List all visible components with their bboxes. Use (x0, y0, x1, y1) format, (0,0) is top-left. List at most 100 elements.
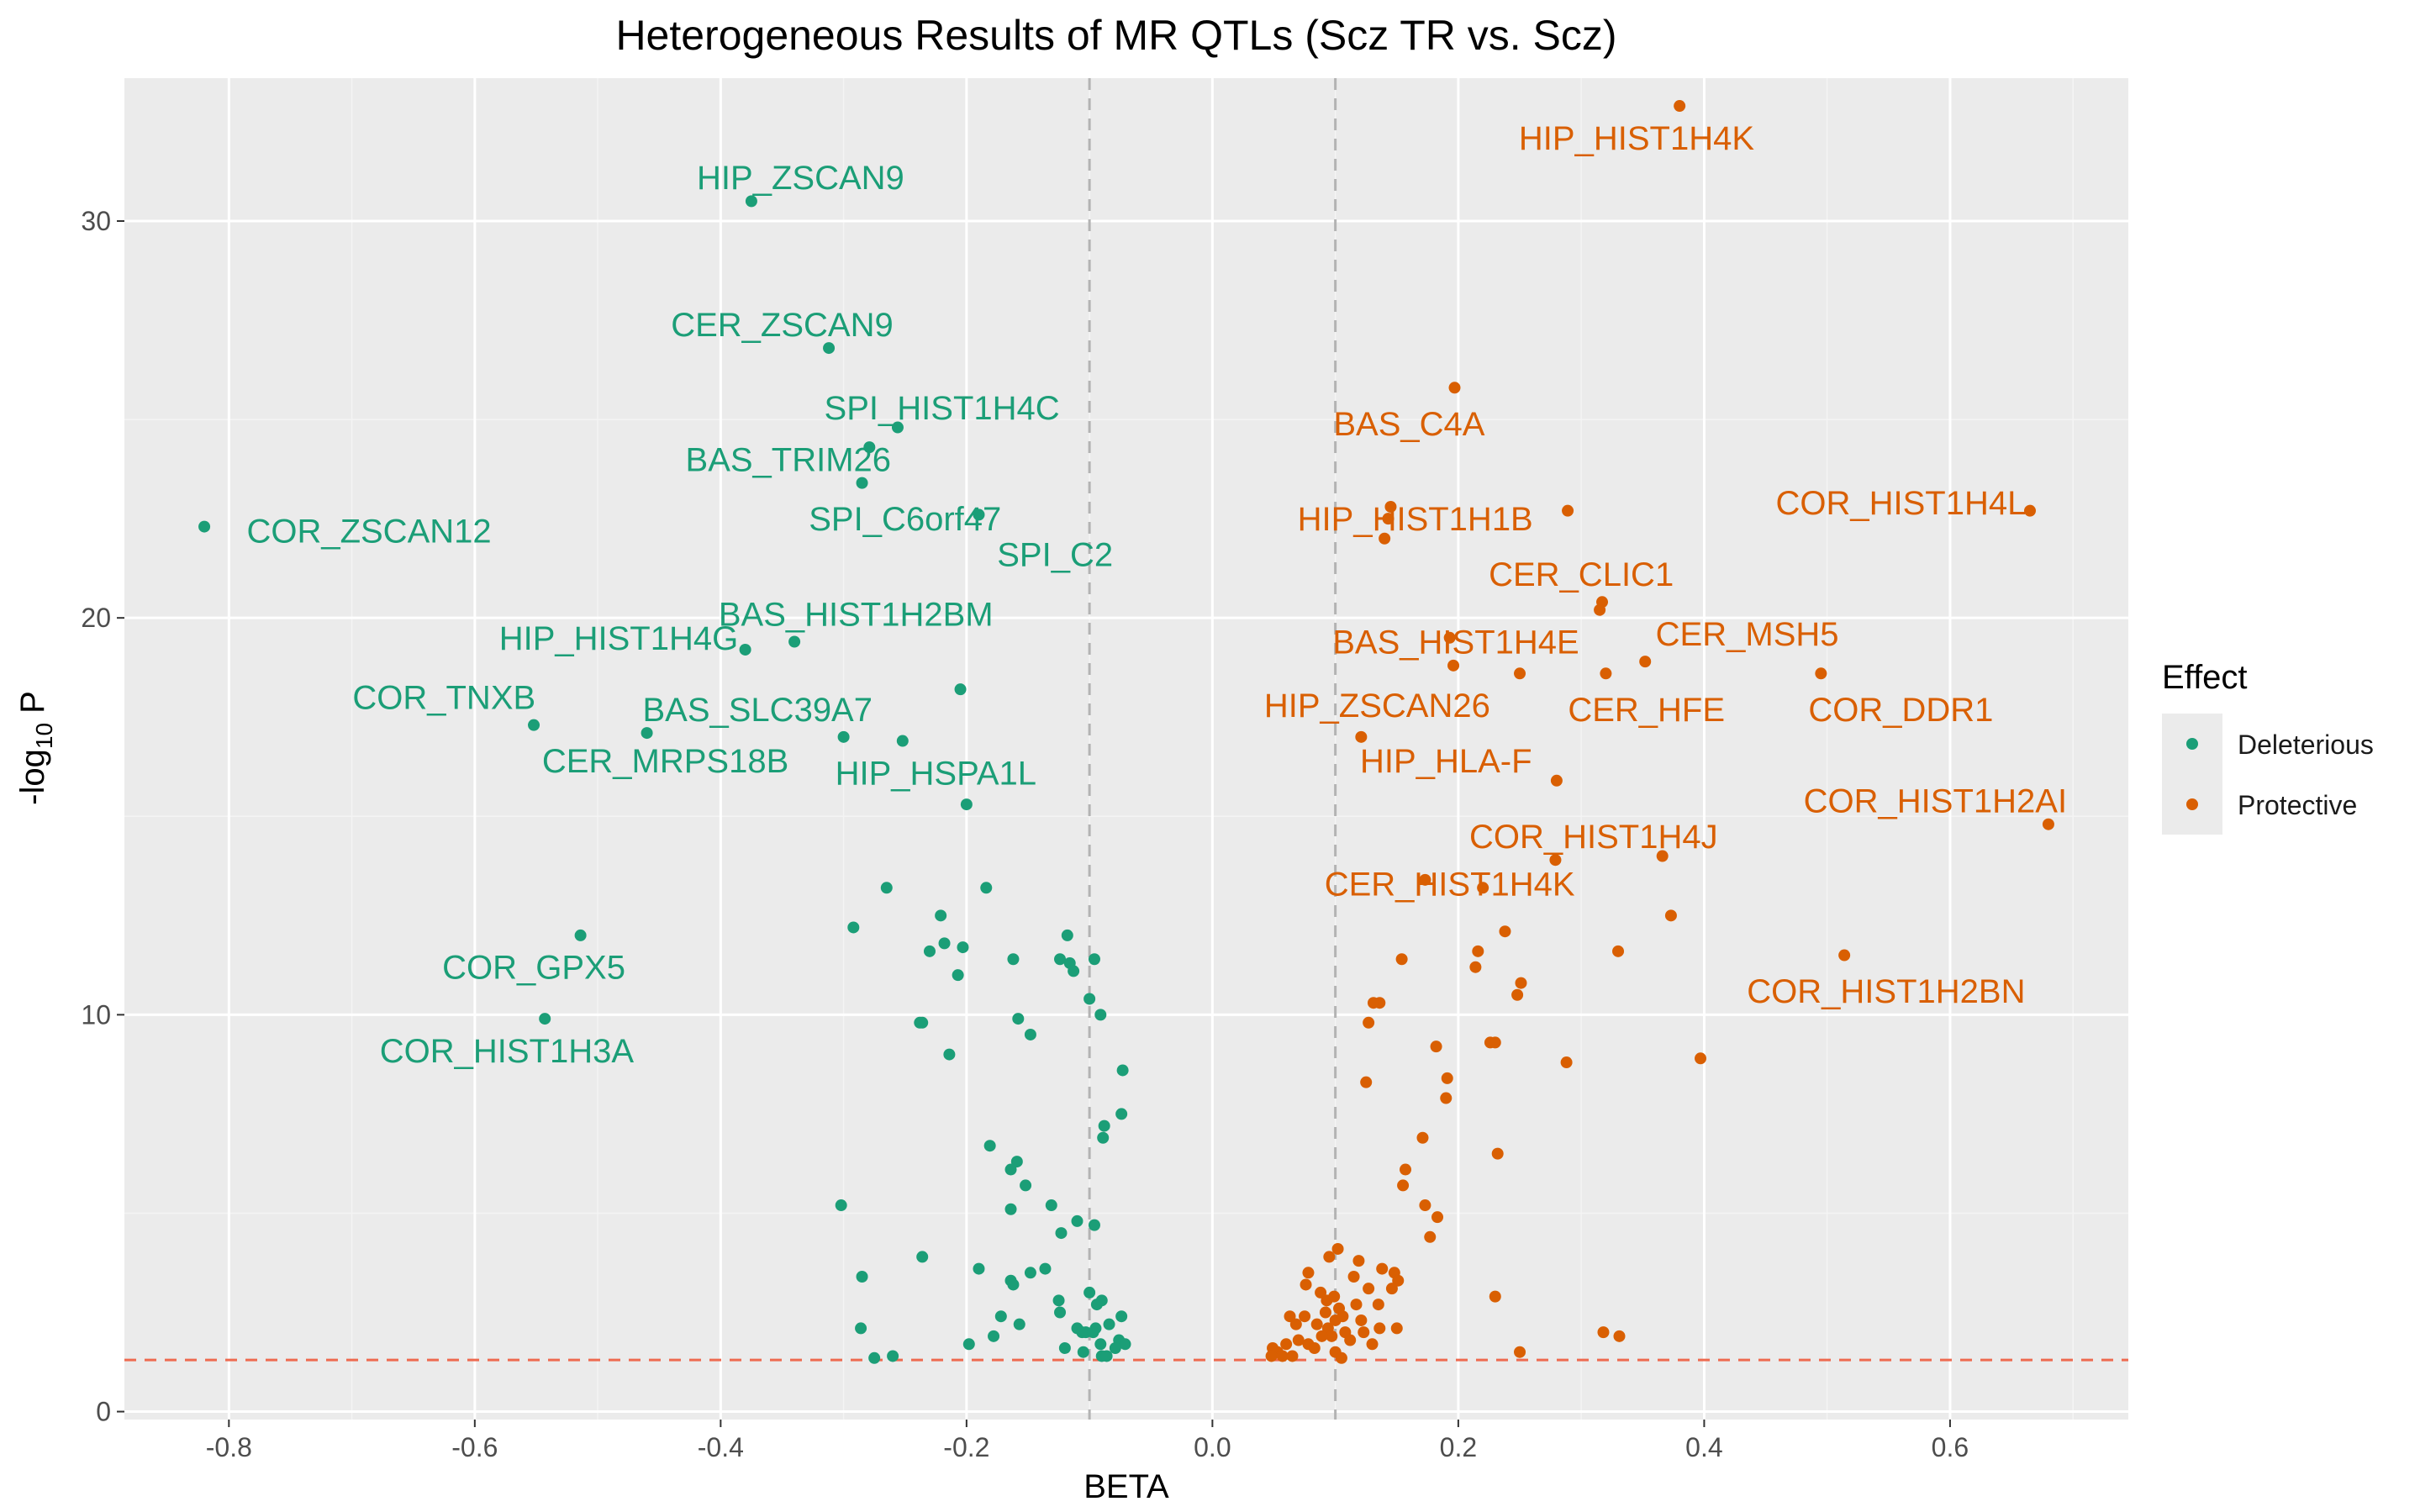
data-point (1384, 500, 1397, 513)
legend-title: Effect (2162, 659, 2248, 696)
plot-panel (124, 78, 2128, 1420)
data-point (1100, 1350, 1113, 1362)
point-label: SPI_HIST1H4C (825, 390, 1060, 427)
data-point (973, 508, 985, 521)
point-label: COR_HIST1H4L (1775, 485, 2026, 522)
data-point (1109, 1342, 1121, 1355)
data-point (980, 882, 993, 894)
point-label: COR_ZSCAN12 (246, 513, 491, 550)
data-point (943, 1048, 956, 1061)
data-point (1499, 925, 1511, 938)
point-label: HIP_HIST1H1B (1298, 501, 1533, 538)
x-tick-label: 0.0 (1194, 1432, 1231, 1462)
data-point (1054, 1306, 1067, 1319)
data-point (855, 1322, 867, 1335)
data-point (1007, 953, 1020, 966)
data-point (923, 945, 936, 957)
data-point (1419, 873, 1431, 886)
data-point (1367, 997, 1379, 1009)
data-point (891, 421, 904, 434)
data-point (1382, 513, 1395, 525)
point-label: HIP_HIST1H4G (499, 620, 739, 657)
data-point (1514, 1346, 1526, 1358)
data-point (1440, 1092, 1453, 1104)
data-point (1385, 1283, 1398, 1295)
point-label: HIP_HIST1H4K (1519, 120, 1754, 157)
data-point (1284, 1310, 1296, 1323)
y-axis-title-prefix: -log (14, 749, 51, 805)
data-point (1392, 1274, 1405, 1287)
data-point (1054, 953, 1067, 966)
point-label: COR_HIST1H2AI (1804, 782, 2067, 819)
point-label: BAS_SLC39A7 (642, 692, 873, 729)
data-point (1838, 949, 1851, 961)
point-label: CER_MSH5 (1656, 616, 1839, 653)
data-point (994, 1310, 1007, 1323)
data-point (1004, 1203, 1017, 1215)
data-point (1323, 1251, 1336, 1263)
data-point (880, 882, 893, 894)
point-label: CER_HFE (1568, 692, 1725, 729)
x-axis-title: BETA (1083, 1468, 1169, 1505)
data-point (1511, 988, 1524, 1001)
data-point (1416, 1131, 1429, 1144)
data-point (1430, 1040, 1442, 1053)
data-point (1061, 929, 1073, 941)
data-point (1376, 1262, 1389, 1275)
data-point (1087, 1326, 1099, 1339)
data-point (1276, 1350, 1289, 1362)
legend-label-protective: Protective (2238, 790, 2357, 820)
data-point (1299, 1310, 1311, 1323)
data-point (1656, 850, 1669, 862)
data-point (1280, 1338, 1293, 1351)
data-point (1373, 1322, 1386, 1335)
data-point (983, 1140, 996, 1152)
data-point (1115, 1310, 1128, 1323)
point-label: COR_HIST1H3A (380, 1033, 635, 1070)
data-point (1419, 1199, 1431, 1212)
data-point (1600, 667, 1612, 680)
data-point (823, 342, 836, 355)
data-point (1083, 1286, 1096, 1299)
data-point (1355, 730, 1368, 743)
data-point (988, 1330, 1000, 1342)
data-point (1350, 1299, 1363, 1311)
point-label: CER_MRPS18B (542, 743, 788, 780)
data-point (938, 937, 951, 950)
x-tick-label: -0.2 (943, 1432, 989, 1462)
data-point (1308, 1342, 1321, 1355)
data-point (962, 1338, 975, 1351)
point-label: CER_ZSCAN9 (671, 307, 894, 344)
data-point (1443, 631, 1456, 644)
data-point (954, 683, 967, 696)
data-point (2042, 818, 2054, 830)
data-point (1337, 1310, 1349, 1323)
data-point (1441, 1072, 1453, 1084)
data-point (1815, 667, 1827, 680)
data-point (896, 735, 909, 747)
data-point (1347, 1271, 1360, 1283)
point-label: BAS_HIST1H2BM (719, 596, 994, 633)
data-point (935, 909, 947, 922)
point-label: COR_GPX5 (442, 950, 625, 987)
data-point (1448, 382, 1461, 394)
data-point (1549, 854, 1562, 867)
data-point (1292, 1334, 1305, 1346)
data-point (1597, 1326, 1610, 1339)
point-label: SPI_C6orf47 (809, 501, 1001, 538)
data-point (1010, 1156, 1023, 1168)
grid-lines (124, 78, 2128, 1420)
data-point (198, 520, 211, 533)
data-point (1039, 1262, 1052, 1275)
data-point (1068, 965, 1080, 977)
x-tick-label: 0.4 (1685, 1432, 1722, 1462)
data-point (1286, 1350, 1299, 1362)
data-point (868, 1351, 881, 1364)
point-label: COR_TNXB (352, 680, 535, 717)
point-label: BAS_C4A (1333, 406, 1484, 443)
data-point (1489, 1290, 1501, 1303)
data-point (887, 1350, 899, 1362)
data-point (1400, 1163, 1412, 1176)
data-point (574, 929, 587, 941)
